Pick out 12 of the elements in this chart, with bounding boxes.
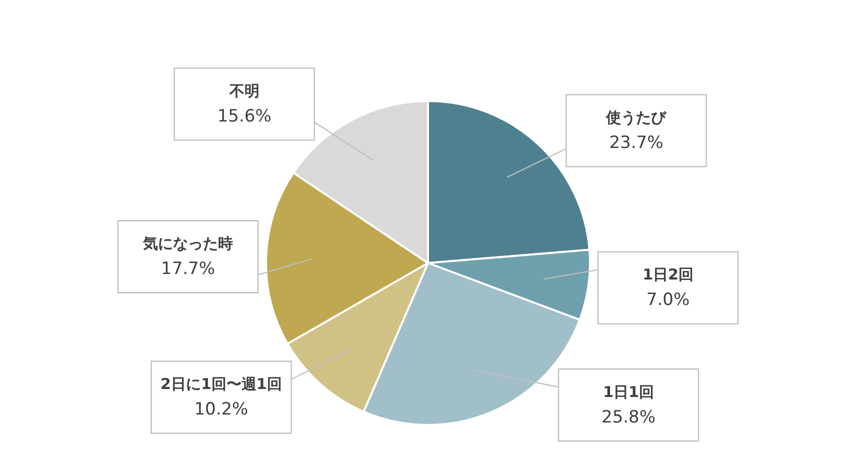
slice-label: 1日2回 (642, 266, 694, 284)
data-label: 15.6% (217, 106, 272, 127)
data-label: 17.7% (160, 259, 216, 280)
slice-label: 使うたび (605, 108, 668, 127)
slice-label: 不明 (228, 82, 260, 100)
data-label: 23.7% (609, 133, 664, 154)
data-label: 10.2% (194, 400, 248, 420)
slice-label: 1日1回 (603, 382, 654, 401)
data-label: 7.0% (646, 290, 690, 310)
slice-label: 気になった時 (142, 234, 233, 253)
data-label: 25.8% (602, 407, 656, 428)
slice-label: 2日に1回〜週1回 (160, 375, 282, 394)
